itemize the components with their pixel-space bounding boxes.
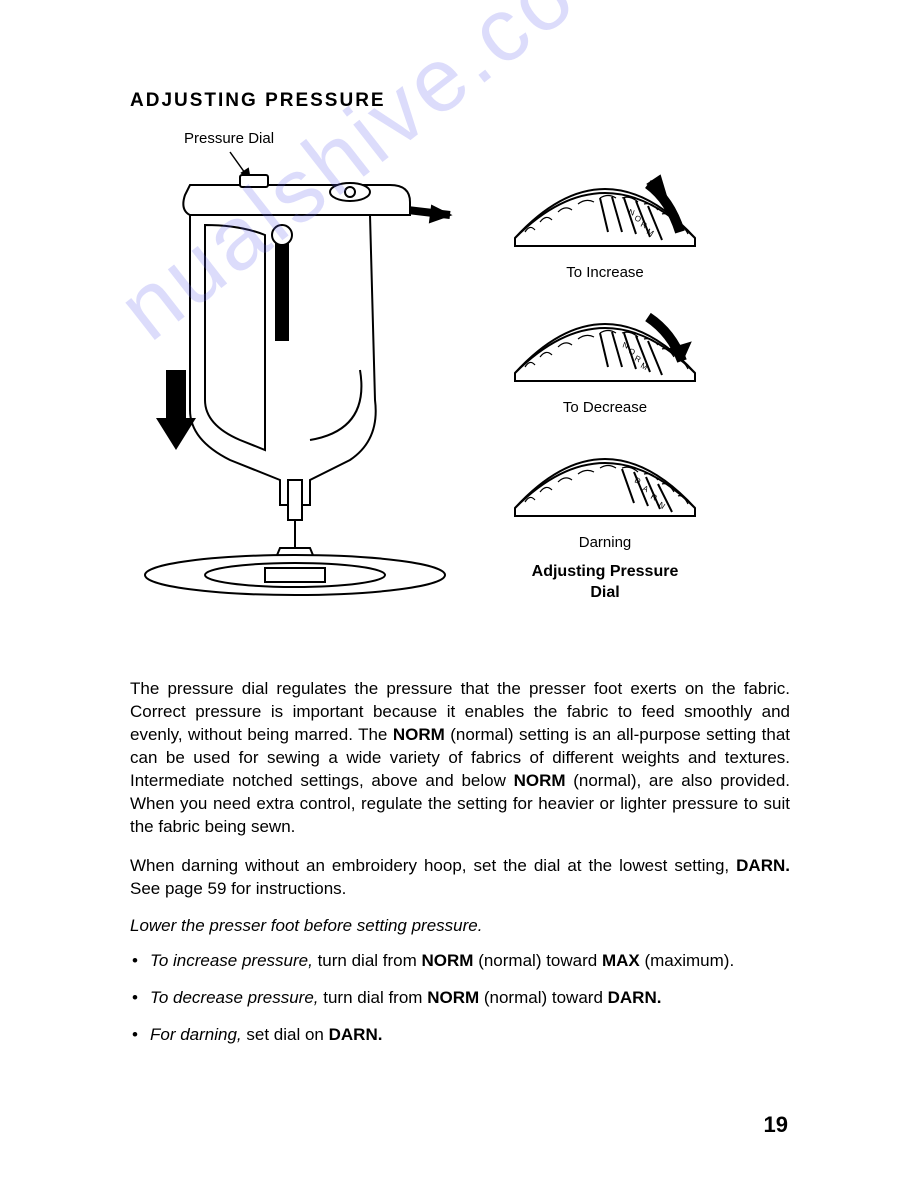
dial-decrease-svg: N O R M bbox=[500, 295, 710, 390]
b3-a: set dial on bbox=[242, 1025, 329, 1044]
b2-c: (normal) toward bbox=[479, 988, 607, 1007]
decrease-caption: To Decrease bbox=[500, 399, 710, 416]
b1-max: MAX bbox=[602, 951, 640, 970]
b1-em: To increase pressure, bbox=[150, 951, 313, 970]
dial-darning-svg: D A R N bbox=[500, 430, 710, 525]
p2-darn: DARN. bbox=[736, 856, 790, 875]
p1-norm-1: NORM bbox=[393, 725, 445, 744]
figure-container: Pressure Dial bbox=[130, 130, 790, 650]
bullet-list: To increase pressure, turn dial from NOR… bbox=[130, 950, 790, 1047]
bullet-darning: For darning, set dial on DARN. bbox=[132, 1024, 790, 1047]
dial-decrease: N O R M To Decrease bbox=[500, 295, 710, 416]
p2-text-a: When darning without an embroidery hoop,… bbox=[130, 856, 736, 875]
paragraph-1: The pressure dial regulates the pressure… bbox=[130, 678, 790, 839]
dial-increase: N O R M To Increase bbox=[500, 160, 710, 281]
page-number: 19 bbox=[764, 1112, 788, 1138]
bullet-increase: To increase pressure, turn dial from NOR… bbox=[132, 950, 790, 973]
b2-a: turn dial from bbox=[319, 988, 428, 1007]
bullet-decrease: To decrease pressure, turn dial from NOR… bbox=[132, 987, 790, 1010]
b1-e: (maximum). bbox=[640, 951, 734, 970]
b3-em: For darning, bbox=[150, 1025, 242, 1044]
b2-em: To decrease pressure, bbox=[150, 988, 319, 1007]
p2-text-c: See page 59 for instructions. bbox=[130, 879, 346, 898]
b3-darn: DARN. bbox=[329, 1025, 383, 1044]
section-heading: ADJUSTING PRESSURE bbox=[130, 90, 790, 112]
caption-line-1: Adjusting Pressure bbox=[532, 563, 679, 580]
darning-caption: Darning bbox=[500, 534, 710, 551]
b1-a: turn dial from bbox=[313, 951, 422, 970]
paragraph-2: When darning without an embroidery hoop,… bbox=[130, 855, 790, 901]
b1-c: (normal) toward bbox=[473, 951, 601, 970]
b1-norm: NORM bbox=[422, 951, 474, 970]
increase-caption: To Increase bbox=[500, 264, 710, 281]
dial-increase-svg: N O R M bbox=[500, 160, 710, 255]
b2-norm: NORM bbox=[427, 988, 479, 1007]
dial-darning: D A R N Darning bbox=[500, 430, 710, 551]
sewing-machine-illustration bbox=[130, 140, 460, 610]
p1-norm-2: NORM bbox=[514, 771, 566, 790]
caption-line-2: Dial bbox=[590, 584, 619, 601]
b2-darn: DARN. bbox=[608, 988, 662, 1007]
instruction-italic: Lower the presser foot before setting pr… bbox=[130, 916, 790, 936]
main-figure-caption: Adjusting Pressure Dial bbox=[500, 562, 710, 604]
